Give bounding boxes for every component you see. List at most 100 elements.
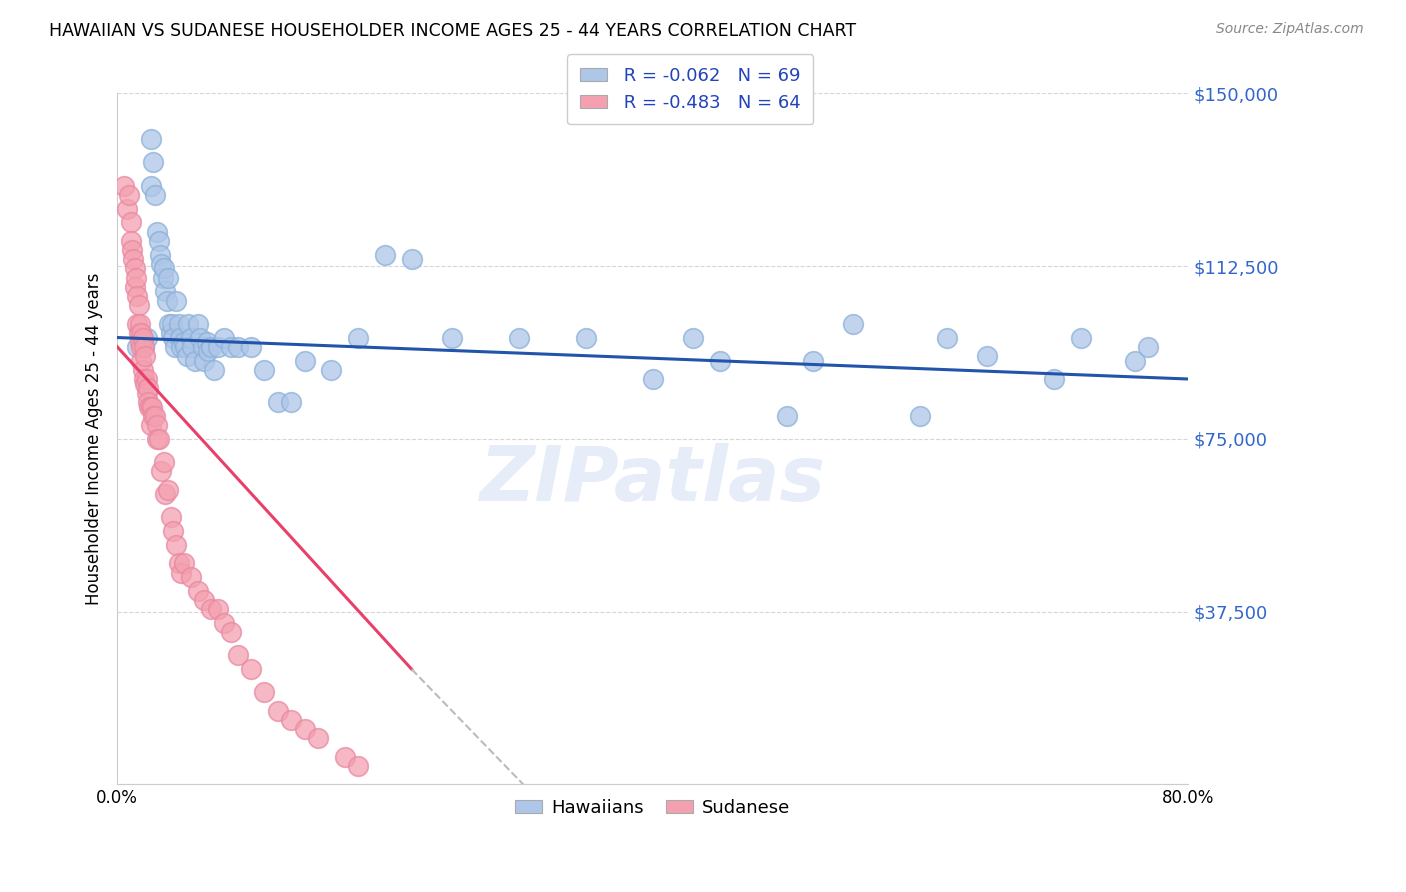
Point bbox=[775, 409, 797, 423]
Point bbox=[120, 234, 142, 248]
Point bbox=[169, 330, 191, 344]
Point bbox=[143, 187, 166, 202]
Point bbox=[280, 395, 302, 409]
Point bbox=[165, 538, 187, 552]
Point bbox=[253, 685, 276, 699]
Legend: Hawaiians, Sudanese: Hawaiians, Sudanese bbox=[508, 791, 797, 824]
Point bbox=[150, 257, 173, 271]
Point bbox=[193, 593, 215, 607]
Point bbox=[159, 510, 181, 524]
Point bbox=[202, 363, 225, 377]
Point bbox=[267, 704, 290, 718]
Point bbox=[219, 340, 242, 354]
Point bbox=[124, 261, 146, 276]
Point bbox=[138, 400, 160, 414]
Point bbox=[374, 247, 396, 261]
Text: ZIPatlas: ZIPatlas bbox=[479, 443, 825, 517]
Point bbox=[129, 340, 152, 354]
Point bbox=[139, 418, 162, 433]
Point bbox=[191, 340, 214, 354]
Y-axis label: Householder Income Ages 25 - 44 years: Householder Income Ages 25 - 44 years bbox=[86, 273, 103, 605]
Point bbox=[149, 247, 172, 261]
Point bbox=[214, 616, 236, 631]
Point bbox=[153, 261, 176, 276]
Point bbox=[180, 570, 202, 584]
Point bbox=[142, 409, 165, 423]
Point bbox=[294, 722, 316, 736]
Point bbox=[240, 340, 263, 354]
Point bbox=[131, 330, 153, 344]
Point bbox=[128, 298, 150, 312]
Point bbox=[129, 317, 152, 331]
Point bbox=[240, 662, 263, 676]
Point bbox=[200, 602, 222, 616]
Point bbox=[347, 330, 370, 344]
Point bbox=[125, 270, 148, 285]
Point bbox=[801, 353, 824, 368]
Point bbox=[219, 625, 242, 640]
Point bbox=[129, 326, 152, 340]
Point bbox=[136, 381, 159, 395]
Point bbox=[173, 556, 195, 570]
Point bbox=[195, 335, 218, 350]
Point bbox=[253, 363, 276, 377]
Point bbox=[146, 418, 169, 433]
Point bbox=[294, 353, 316, 368]
Point bbox=[709, 353, 731, 368]
Point bbox=[148, 432, 170, 446]
Point bbox=[167, 556, 190, 570]
Point bbox=[150, 464, 173, 478]
Point bbox=[186, 317, 208, 331]
Point bbox=[214, 330, 236, 344]
Point bbox=[143, 409, 166, 423]
Point bbox=[152, 270, 174, 285]
Point bbox=[146, 432, 169, 446]
Point bbox=[134, 376, 156, 391]
Point bbox=[159, 326, 181, 340]
Point bbox=[1043, 372, 1066, 386]
Point bbox=[135, 330, 157, 344]
Point bbox=[193, 353, 215, 368]
Point bbox=[139, 400, 162, 414]
Point bbox=[167, 317, 190, 331]
Point bbox=[575, 330, 598, 344]
Point bbox=[267, 395, 290, 409]
Point bbox=[333, 749, 356, 764]
Point bbox=[936, 330, 959, 344]
Point bbox=[120, 215, 142, 229]
Point bbox=[347, 759, 370, 773]
Point bbox=[184, 353, 207, 368]
Point bbox=[401, 252, 423, 267]
Point bbox=[157, 317, 180, 331]
Point bbox=[976, 349, 998, 363]
Point bbox=[173, 335, 195, 350]
Point bbox=[1136, 340, 1159, 354]
Point bbox=[162, 330, 184, 344]
Point bbox=[127, 289, 149, 303]
Point bbox=[910, 409, 932, 423]
Point bbox=[139, 178, 162, 193]
Point bbox=[508, 330, 530, 344]
Point bbox=[129, 353, 152, 368]
Point bbox=[127, 340, 149, 354]
Point bbox=[121, 243, 143, 257]
Point bbox=[132, 372, 155, 386]
Point bbox=[163, 340, 186, 354]
Point bbox=[197, 344, 219, 359]
Point bbox=[135, 372, 157, 386]
Point bbox=[155, 487, 177, 501]
Point bbox=[321, 363, 343, 377]
Point bbox=[188, 330, 211, 344]
Text: HAWAIIAN VS SUDANESE HOUSEHOLDER INCOME AGES 25 - 44 YEARS CORRELATION CHART: HAWAIIAN VS SUDANESE HOUSEHOLDER INCOME … bbox=[49, 22, 856, 40]
Point bbox=[307, 731, 329, 746]
Point bbox=[129, 335, 152, 350]
Point bbox=[641, 372, 664, 386]
Point bbox=[176, 349, 198, 363]
Point bbox=[122, 252, 145, 267]
Point bbox=[200, 340, 222, 354]
Point bbox=[134, 349, 156, 363]
Point bbox=[146, 225, 169, 239]
Point bbox=[157, 270, 180, 285]
Point bbox=[136, 395, 159, 409]
Point bbox=[226, 648, 249, 663]
